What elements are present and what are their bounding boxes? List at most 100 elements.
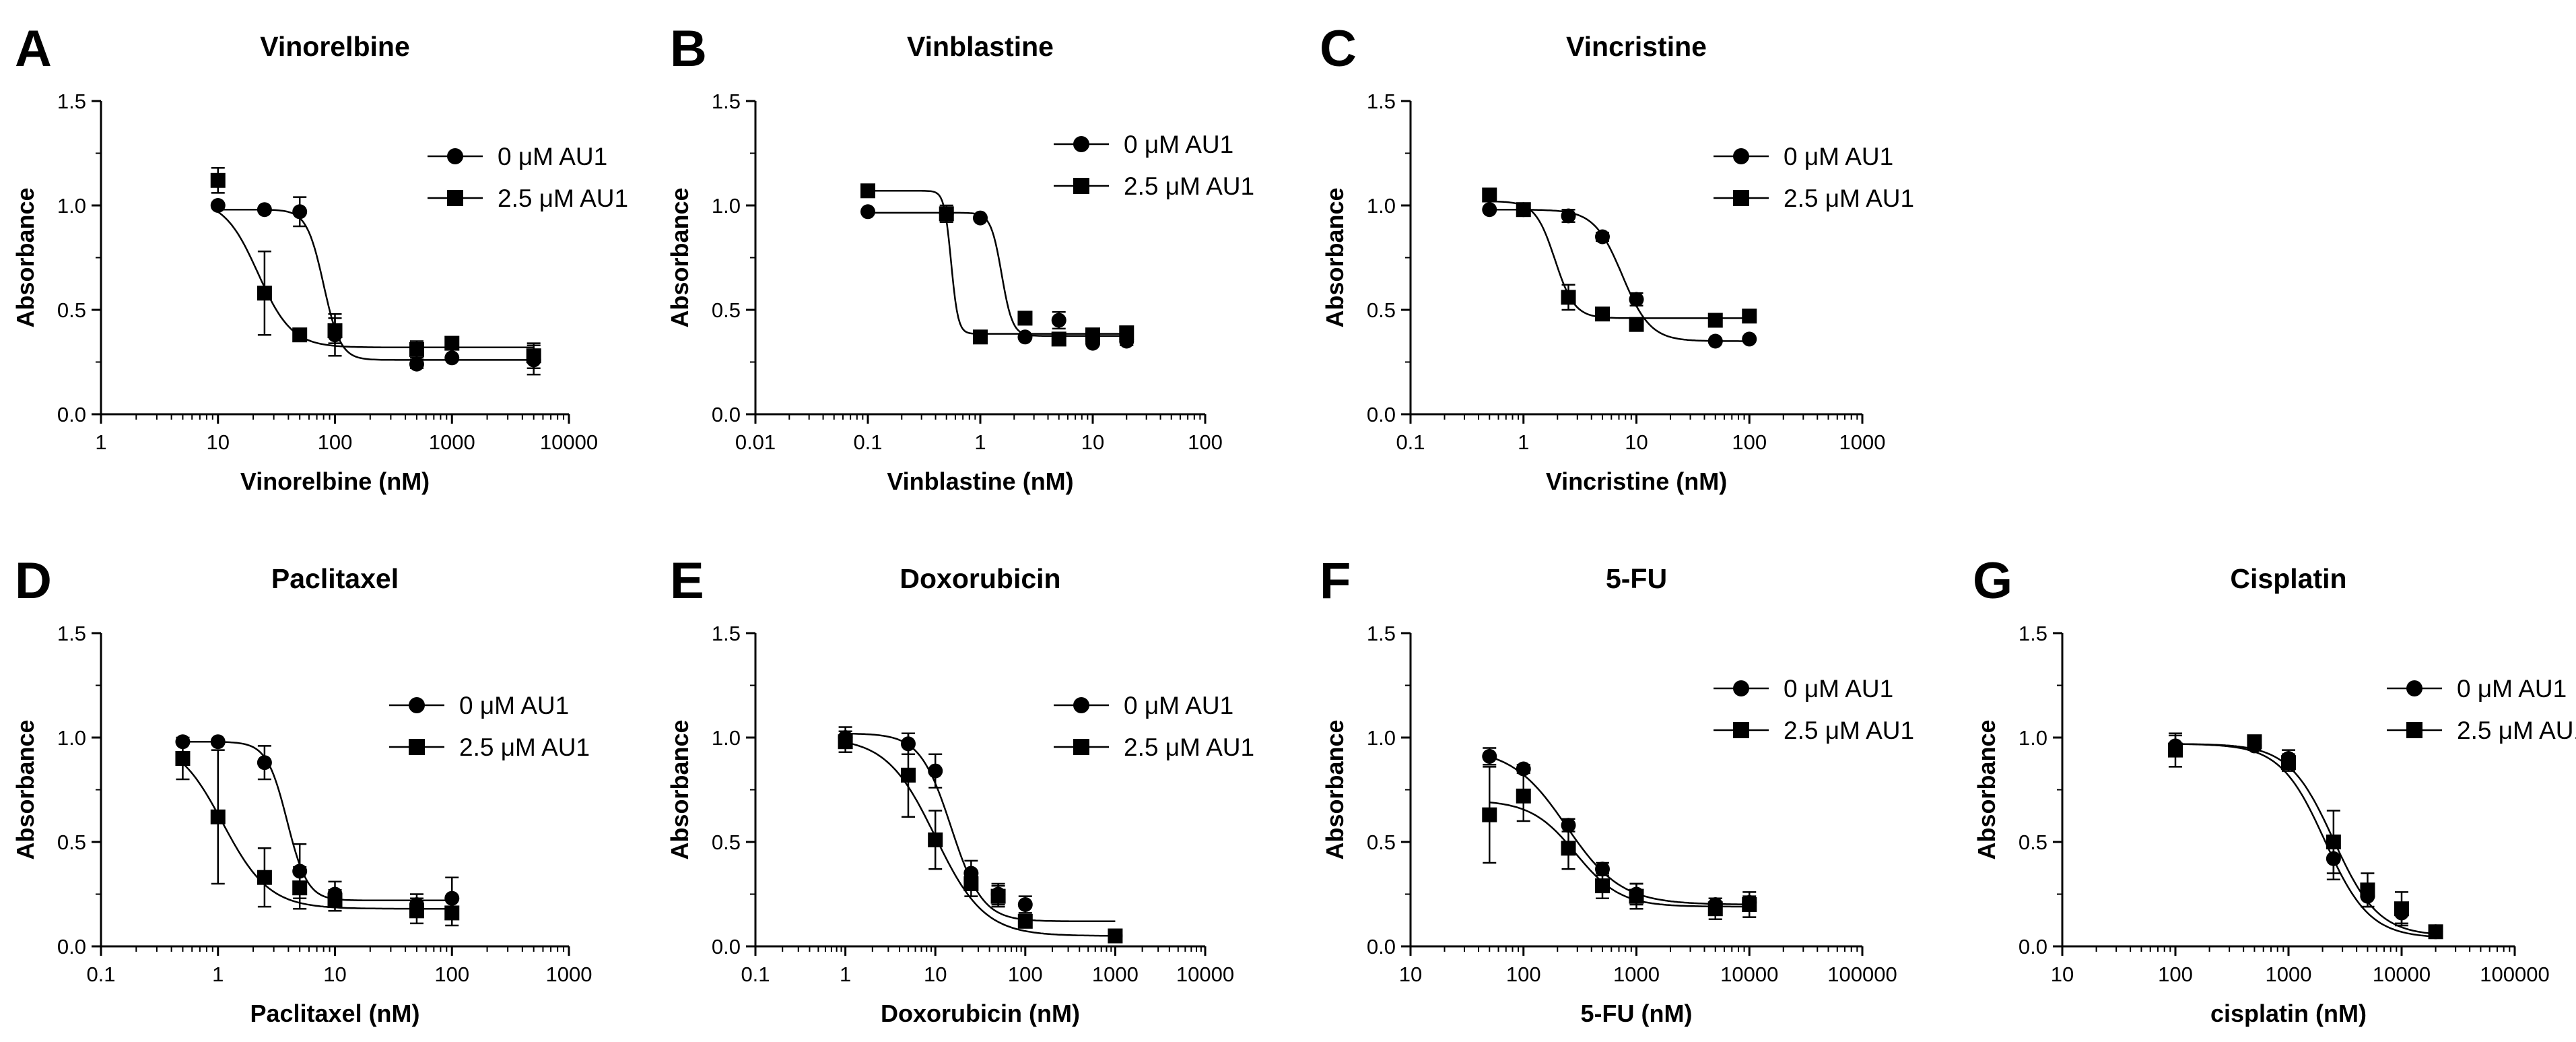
- data-point-square: [1017, 913, 1033, 929]
- data-point-circle: [1629, 292, 1644, 307]
- chart-panel-d: D Paclitaxel 0.0 0.5 1.0 1.5 0.1 1 10 100 1000 Pacl…: [11, 552, 592, 1027]
- series-2-5um-au1: [1482, 187, 1757, 332]
- series-2-5um-au1: [2168, 732, 2443, 940]
- legend-label: 0 μM AU1: [1124, 131, 1233, 158]
- panel-title: Vincristine: [1566, 31, 1707, 62]
- x-tick-label: 1000: [1839, 430, 1886, 454]
- x-tick-label: 10: [1625, 430, 1648, 454]
- x-axis-label: Vinblastine (nM): [887, 467, 1073, 495]
- fit-curve: [868, 211, 1127, 337]
- legend-label: 0 μM AU1: [459, 692, 569, 719]
- data-point-circle: [1516, 761, 1531, 777]
- y-axis-label: Absorbance: [1973, 719, 2000, 859]
- x-axis-label: Paclitaxel (nM): [250, 1000, 419, 1027]
- x-axis-label: cisplatin (nM): [2210, 1000, 2367, 1027]
- y-tick-label: 0.5: [57, 831, 86, 854]
- y-tick-label: 1.5: [57, 90, 86, 113]
- x-tick-label: 100: [1188, 430, 1223, 454]
- legend-marker-square: [1733, 190, 1749, 206]
- x-tick-label: 1000: [546, 963, 592, 986]
- data-point-square: [1595, 878, 1611, 894]
- data-point-circle: [444, 350, 460, 366]
- data-point-circle: [210, 734, 226, 750]
- panel-title: 5-FU: [1606, 563, 1667, 594]
- fit-curve: [1489, 801, 1750, 908]
- x-tick-label: 10: [1081, 430, 1104, 454]
- data-point-square: [444, 905, 460, 921]
- x-tick-label: 1: [212, 963, 224, 986]
- data-point-circle: [860, 204, 875, 220]
- x-tick-label: 100000: [2480, 963, 2549, 986]
- y-tick-label: 0.0: [57, 935, 86, 958]
- x-tick-label: 100: [2158, 963, 2193, 986]
- chart-panel-e: E Doxorubicin 0.0 0.5 1.0 1.5 0.1 1 10 100 1000 100…: [666, 552, 1254, 1027]
- data-point-square: [2428, 924, 2443, 940]
- x-tick-label: 1: [974, 430, 986, 454]
- panel-letter: E: [670, 552, 704, 610]
- x-tick-label: 100: [318, 430, 353, 454]
- chart-panel-b: B Vinblastine 0.0 0.5 1.0 1.5 0.01 0.1 1 10 100 Vin…: [666, 20, 1254, 495]
- y-tick-label: 1.0: [2019, 726, 2047, 750]
- data-point-square: [1707, 901, 1723, 917]
- data-point-square: [1707, 313, 1723, 328]
- x-tick-label: 1: [840, 963, 851, 986]
- x-tick-label: 0.1: [86, 963, 115, 986]
- data-point-circle: [210, 198, 226, 213]
- legend-marker-circle: [1733, 680, 1749, 696]
- x-tick-label: 10000: [2373, 963, 2431, 986]
- data-point-circle: [409, 356, 424, 372]
- fit-curve: [1489, 200, 1750, 319]
- y-tick-label: 1.0: [57, 726, 86, 750]
- x-tick-label: 100: [1506, 963, 1541, 986]
- x-tick-label: 10000: [540, 430, 598, 454]
- data-point-square: [1482, 187, 1497, 203]
- series-2-5um-au1: [210, 166, 541, 370]
- legend-marker-square: [1073, 739, 1089, 755]
- x-tick-label: 0.1: [1396, 430, 1425, 454]
- y-tick-label: 1.5: [2019, 622, 2047, 645]
- data-point-square: [1595, 306, 1611, 322]
- panel-title: Cisplatin: [2230, 563, 2346, 594]
- y-axis-label: Absorbance: [1321, 719, 1349, 859]
- legend-label: 0 μM AU1: [1784, 675, 1893, 703]
- legend-label: 2.5 μM AU1: [1124, 172, 1254, 200]
- series-2-5um-au1: [175, 736, 460, 927]
- data-point-circle: [257, 755, 272, 771]
- data-point-square: [2281, 755, 2296, 771]
- x-tick-label: 10000: [1176, 963, 1234, 986]
- data-point-square: [2360, 882, 2375, 898]
- y-tick-label: 0.5: [712, 831, 741, 854]
- y-axis-label: Absorbance: [1321, 187, 1349, 327]
- data-point-circle: [1482, 202, 1497, 218]
- data-point-circle: [1017, 329, 1033, 345]
- y-tick-label: 1.0: [57, 194, 86, 218]
- fit-curve: [868, 190, 1127, 335]
- data-point-square: [409, 341, 424, 357]
- data-point-circle: [1561, 818, 1576, 833]
- data-point-square: [928, 832, 943, 847]
- data-point-square: [210, 172, 226, 188]
- data-point-square: [973, 329, 988, 345]
- panel-letter: A: [15, 20, 52, 77]
- y-tick-label: 0.5: [57, 298, 86, 322]
- panel-letter: B: [670, 20, 707, 77]
- fit-curve: [182, 762, 452, 910]
- x-tick-label: 10: [207, 430, 230, 454]
- data-point-square: [1629, 317, 1644, 332]
- fit-curve: [2175, 743, 2436, 935]
- x-tick-label: 0.1: [853, 430, 882, 454]
- data-point-square: [1482, 807, 1497, 822]
- y-tick-label: 0.0: [712, 935, 741, 958]
- x-tick-label: 1: [1518, 430, 1529, 454]
- legend-label: 2.5 μM AU1: [459, 734, 590, 761]
- data-point-square: [1516, 202, 1531, 218]
- panel-title: Vinorelbine: [260, 31, 410, 62]
- x-tick-label: 100: [1732, 430, 1767, 454]
- x-tick-label: 10: [2051, 963, 2074, 986]
- legend-marker-square: [1733, 722, 1749, 738]
- y-tick-label: 0.5: [2019, 831, 2047, 854]
- legend-label: 2.5 μM AU1: [2457, 717, 2576, 744]
- data-point-circle: [444, 890, 460, 906]
- data-point-square: [1561, 841, 1576, 856]
- fit-curve: [845, 741, 1116, 937]
